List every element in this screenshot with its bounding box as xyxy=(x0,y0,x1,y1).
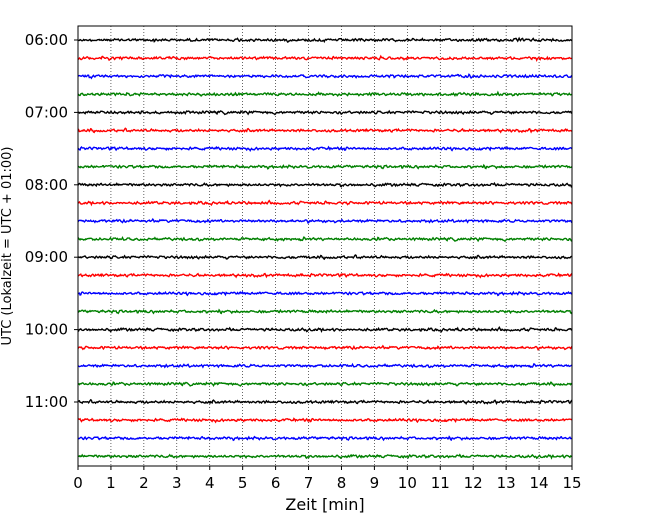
trace-1115 xyxy=(77,417,573,424)
x-tick-label: 12 xyxy=(464,474,483,492)
x-tick-label: 15 xyxy=(562,474,581,492)
x-tick-label: 8 xyxy=(337,474,347,492)
x-tick-label: 11 xyxy=(431,474,450,492)
x-axis-ticks: 0 1 2 3 4 5 6 7 8 9 10 11 12 13 14 15 xyxy=(73,466,582,492)
trace-1145 xyxy=(77,453,573,460)
trace-1015 xyxy=(77,344,573,351)
trace-1130 xyxy=(77,435,573,442)
x-tick-label: 5 xyxy=(238,474,248,492)
trace-0745 xyxy=(77,163,573,170)
y-tick-label: 09:00 xyxy=(25,248,68,266)
x-tick-label: 13 xyxy=(497,474,516,492)
x-tick-label: 6 xyxy=(271,474,281,492)
trace-0815 xyxy=(77,199,573,207)
trace-1030 xyxy=(77,362,573,369)
trace-0930 xyxy=(77,290,573,297)
trace-0900 xyxy=(77,254,572,261)
x-tick-label: 3 xyxy=(172,474,182,492)
trace-0830 xyxy=(77,217,573,225)
x-axis-label: Zeit [min] xyxy=(285,495,364,514)
trace-1000 xyxy=(77,325,573,334)
trace-0715 xyxy=(77,127,573,134)
vertical-grid xyxy=(110,26,540,466)
trace-0700 xyxy=(77,109,573,116)
y-tick-label: 11:00 xyxy=(25,393,68,411)
x-tick-label: 14 xyxy=(530,474,549,492)
trace-0915 xyxy=(77,272,573,279)
x-tick-label: 2 xyxy=(139,474,149,492)
y-tick-label: 06:00 xyxy=(25,31,68,49)
plot-frame xyxy=(77,25,573,467)
trace-0645 xyxy=(77,90,573,98)
x-tick-label: 7 xyxy=(304,474,314,492)
x-tick-label: 10 xyxy=(398,474,417,492)
x-tick-label: 1 xyxy=(106,474,116,492)
trace-0845 xyxy=(77,236,573,243)
trace-0615 xyxy=(77,54,573,62)
x-tick-label: 4 xyxy=(205,474,215,492)
x-tick-label: 9 xyxy=(370,474,380,492)
y-tick-label: 10:00 xyxy=(25,321,68,339)
trace-1100 xyxy=(77,398,573,406)
trace-0600 xyxy=(77,36,573,44)
y-tick-label: 07:00 xyxy=(25,103,68,121)
trace-0630 xyxy=(77,73,573,80)
y-tick-label: 08:00 xyxy=(25,176,68,194)
seismogram-traces xyxy=(77,36,573,460)
y-axis-ticks: 06:00 07:00 08:00 09:00 10:00 11:00 xyxy=(25,31,78,411)
trace-0945 xyxy=(77,308,573,315)
trace-0730 xyxy=(77,145,573,152)
y-axis-label: UTC (Lokalzeit = UTC + 01:00) xyxy=(0,147,15,346)
trace-0800 xyxy=(77,181,573,188)
x-tick-label: 0 xyxy=(73,474,83,492)
trace-1045 xyxy=(77,381,573,387)
